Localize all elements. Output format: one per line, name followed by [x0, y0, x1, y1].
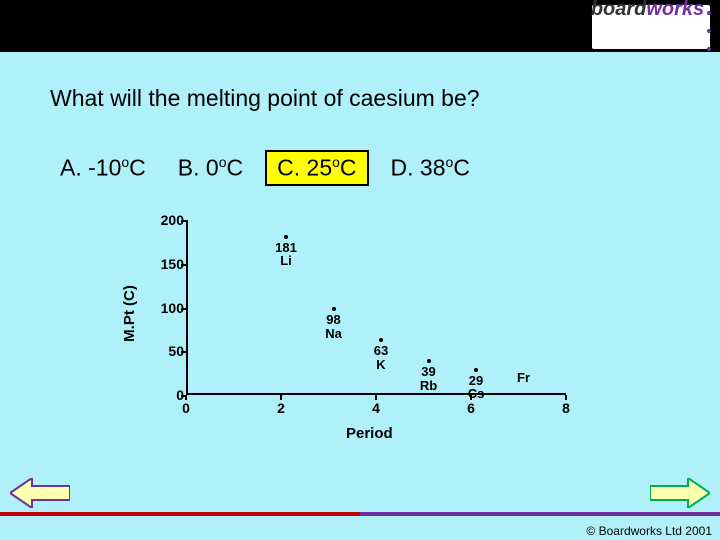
data-point: 39Rb [414, 359, 444, 392]
data-point: Fr [509, 371, 539, 385]
logo-dots-icon [706, 2, 711, 56]
ytick: 150 [156, 256, 184, 272]
next-arrow-button[interactable] [650, 478, 710, 508]
xtick: 2 [271, 400, 291, 416]
xlabel: Period [346, 425, 393, 442]
data-point: 63K [366, 338, 396, 371]
question-text: What will the melting point of caesium b… [50, 85, 480, 112]
xtick: 4 [366, 400, 386, 416]
data-point: 181Li [271, 235, 301, 268]
logo: boardworks [592, 5, 710, 49]
data-point: 29Cs [461, 368, 491, 401]
answer-choices: A. -10oC B. 0oC C. 25oC D. 38oC [50, 150, 480, 186]
logo-text-works: works [646, 0, 704, 21]
choice-a[interactable]: A. -10oC [50, 152, 156, 184]
xtick: 6 [461, 400, 481, 416]
choice-b[interactable]: B. 0oC [168, 152, 253, 184]
xtick: 0 [176, 400, 196, 416]
ytick: 100 [156, 300, 184, 316]
plot-area: 181Li98Na63K39Rb29CsFr [186, 220, 566, 395]
choice-d[interactable]: D. 38oC [381, 152, 480, 184]
xtick: 8 [556, 400, 576, 416]
ylabel: M.Pt (C) [121, 285, 138, 342]
melting-point-chart: M.Pt (C) Period 181Li98Na63K39Rb29CsFr 0… [126, 210, 596, 460]
data-point: 98Na [319, 307, 349, 340]
arrow-right-icon [650, 478, 710, 508]
ytick: 50 [156, 343, 184, 359]
arrow-left-icon [10, 478, 70, 508]
copyright: © Boardworks Ltd 2001 [586, 524, 712, 538]
top-bar: boardworks [0, 0, 720, 52]
logo-text-board: board [591, 0, 647, 21]
footer-strip [0, 512, 720, 516]
choice-c[interactable]: C. 25oC [265, 150, 368, 186]
ytick: 200 [156, 212, 184, 228]
prev-arrow-button[interactable] [10, 478, 70, 508]
